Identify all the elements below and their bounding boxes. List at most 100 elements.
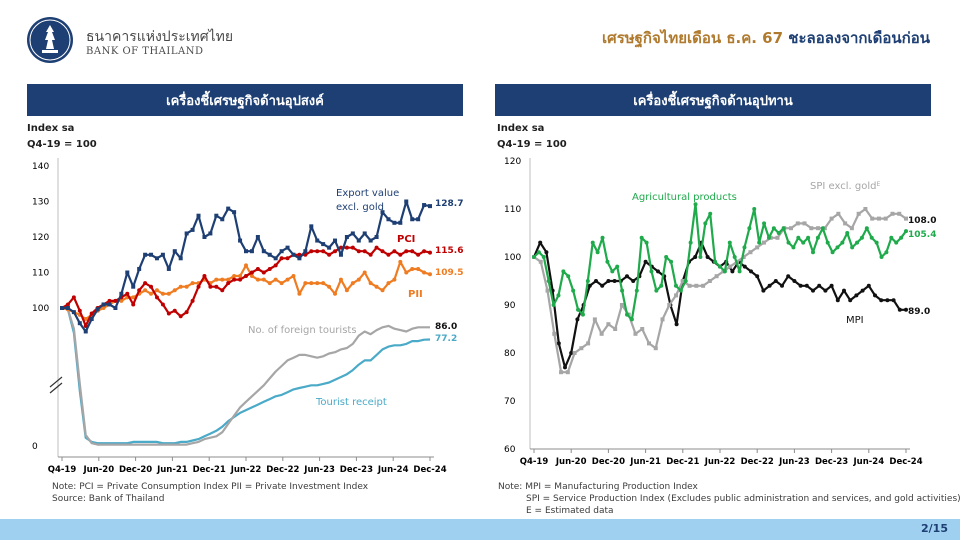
data-point bbox=[653, 346, 658, 351]
data-point bbox=[321, 249, 326, 254]
data-point bbox=[214, 284, 219, 289]
data-point bbox=[196, 284, 201, 289]
data-point bbox=[639, 235, 644, 240]
y-tick-label: 120 bbox=[32, 233, 49, 243]
bank-name-english: BANK OF THAILAND bbox=[86, 46, 204, 57]
data-point bbox=[416, 252, 421, 257]
axis-break-mark bbox=[49, 376, 63, 388]
data-point bbox=[680, 279, 685, 283]
data-point bbox=[404, 199, 409, 204]
data-point bbox=[795, 221, 800, 226]
data-point bbox=[683, 279, 688, 283]
data-point bbox=[172, 249, 177, 254]
series-label: Export value bbox=[336, 188, 399, 199]
page-number: 2/15 bbox=[921, 522, 948, 535]
end-value-label: 108.0 bbox=[908, 216, 936, 226]
data-point bbox=[842, 288, 846, 293]
data-point bbox=[674, 322, 679, 327]
data-point bbox=[273, 277, 278, 282]
data-point bbox=[843, 221, 848, 226]
data-point bbox=[261, 277, 266, 282]
data-point bbox=[149, 284, 154, 289]
bank-of-thailand-seal-logo bbox=[27, 17, 73, 63]
axis-break-mark bbox=[49, 382, 63, 394]
data-point bbox=[184, 310, 189, 315]
data-point bbox=[816, 226, 821, 231]
x-tick-label: Dec-22 bbox=[266, 465, 299, 475]
data-point bbox=[884, 250, 889, 255]
data-point bbox=[713, 259, 718, 264]
data-point bbox=[362, 270, 367, 275]
data-point bbox=[840, 240, 845, 245]
data-point bbox=[107, 302, 112, 307]
data-point bbox=[879, 298, 884, 303]
data-point bbox=[60, 306, 64, 310]
data-point bbox=[398, 259, 403, 264]
series-line bbox=[61, 306, 431, 445]
data-point bbox=[101, 306, 106, 310]
data-point bbox=[798, 283, 803, 288]
data-point bbox=[362, 231, 367, 236]
data-point bbox=[107, 298, 112, 303]
data-point bbox=[327, 284, 332, 289]
data-point bbox=[835, 245, 840, 250]
data-point bbox=[761, 288, 766, 293]
data-point bbox=[220, 288, 225, 293]
demand-panel-title: เครื่องชี้เศรษฐกิจด้านอุปสงค์ bbox=[27, 84, 463, 116]
data-point bbox=[615, 264, 620, 269]
supply-note-mpi: Note: MPI = Manufacturing Production Ind… bbox=[498, 482, 698, 492]
data-point bbox=[392, 277, 397, 282]
data-point bbox=[904, 229, 908, 234]
data-point bbox=[659, 283, 664, 288]
y-tick-label: 110 bbox=[504, 205, 521, 215]
data-point bbox=[620, 288, 625, 293]
data-point bbox=[143, 288, 148, 293]
data-point bbox=[273, 256, 278, 261]
data-point bbox=[773, 279, 778, 283]
data-point bbox=[767, 283, 772, 288]
data-point bbox=[160, 302, 165, 307]
data-point bbox=[904, 216, 908, 221]
data-point bbox=[101, 302, 106, 307]
data-point bbox=[184, 231, 189, 236]
data-point bbox=[625, 312, 629, 317]
data-point bbox=[874, 240, 879, 245]
data-point bbox=[149, 291, 154, 296]
data-point bbox=[172, 288, 177, 293]
data-point bbox=[220, 277, 225, 282]
data-point bbox=[727, 240, 732, 245]
data-point bbox=[255, 277, 260, 282]
demand-y-unit: Index sa bbox=[27, 123, 75, 134]
data-point bbox=[707, 279, 712, 283]
end-value-label: 109.5 bbox=[435, 268, 463, 278]
data-point bbox=[178, 256, 183, 261]
data-point bbox=[125, 270, 130, 275]
data-point bbox=[154, 295, 159, 300]
series-spi-excl-gold bbox=[532, 207, 908, 375]
x-tick-label: Dec-22 bbox=[741, 457, 774, 467]
data-point bbox=[817, 283, 822, 288]
data-point bbox=[587, 283, 592, 288]
data-point bbox=[646, 341, 651, 346]
data-point bbox=[350, 245, 355, 250]
data-point bbox=[333, 291, 338, 296]
data-point bbox=[698, 255, 703, 259]
data-point bbox=[730, 269, 735, 274]
x-tick-label: Q4-19 bbox=[48, 465, 77, 475]
data-point bbox=[285, 277, 290, 282]
data-point bbox=[356, 238, 361, 243]
data-point bbox=[422, 203, 427, 208]
y-tick-label: 0 bbox=[32, 442, 38, 452]
data-point bbox=[166, 311, 171, 316]
data-point bbox=[398, 252, 403, 257]
series-line bbox=[61, 306, 430, 446]
x-tick-label: Dec-24 bbox=[889, 457, 922, 467]
y-tick-label: 100 bbox=[504, 253, 521, 263]
x-tick-label: Jun-24 bbox=[377, 465, 409, 475]
data-point bbox=[600, 235, 605, 240]
data-point bbox=[214, 213, 219, 218]
data-point bbox=[594, 279, 598, 283]
x-tick-label: Jun-23 bbox=[778, 457, 810, 467]
data-point bbox=[131, 284, 136, 289]
data-point bbox=[656, 269, 660, 274]
